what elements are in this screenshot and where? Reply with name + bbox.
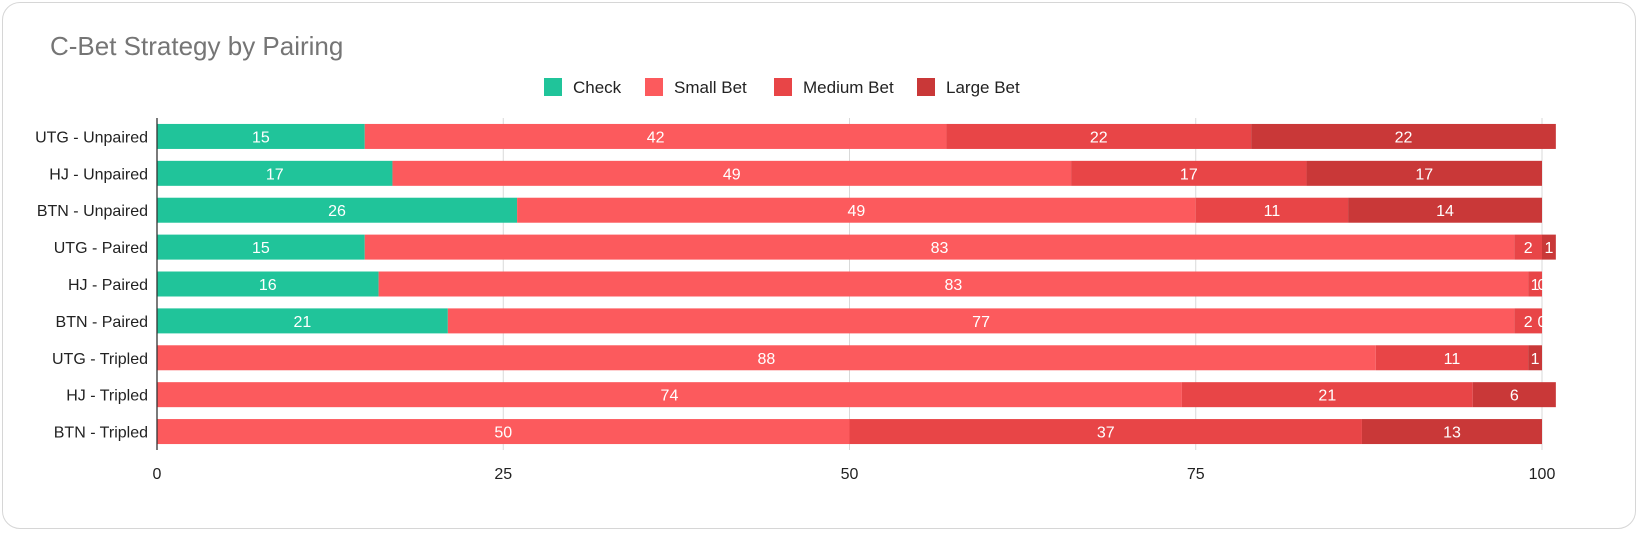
bar-segment-medium-bet: [1375, 345, 1529, 371]
bar-segment-small-bet: [157, 419, 850, 445]
bar-segment-check: [157, 234, 365, 260]
bar-segment-large-bet: [1361, 419, 1542, 445]
bar-label-small-bet: 88: [758, 351, 776, 368]
legend-label-medium-bet: Medium Bet: [803, 78, 894, 97]
bar-label-small-bet: 49: [848, 203, 866, 220]
bar-label-medium-bet: 22: [1090, 129, 1108, 146]
bar-label-check: 16: [259, 277, 277, 294]
bar-label-small-bet: 49: [723, 166, 741, 183]
bar-segment-small-bet: [364, 234, 1515, 260]
bar-segment-medium-bet: [1514, 308, 1542, 334]
bar-segment-medium-bet: [946, 123, 1252, 149]
category-label: BTN - Paired: [56, 314, 148, 331]
bar-label-medium-bet: 1: [1531, 277, 1540, 294]
bar-label-check: 26: [328, 203, 346, 220]
bar-label-large-bet: 17: [1415, 166, 1433, 183]
bar-segment-small-bet: [447, 308, 1515, 334]
bar-label-small-bet: 42: [647, 129, 665, 146]
bar-segment-check: [157, 308, 448, 334]
category-label: HJ - Tripled: [66, 388, 148, 405]
bar-segment-medium-bet: [1528, 271, 1542, 297]
x-tick-label: 75: [1187, 466, 1205, 483]
category-label: HJ - Paired: [68, 277, 148, 294]
bar-label-small-bet: 50: [494, 425, 512, 442]
bar-segment-medium-bet: [849, 419, 1362, 445]
bar-segment-check: [157, 197, 518, 223]
bar-segment-medium-bet: [1181, 382, 1473, 408]
bar-label-large-bet: 6: [1510, 388, 1519, 405]
category-label: BTN - Unpaired: [37, 203, 148, 220]
legend-swatch-large-bet: [917, 78, 935, 96]
category-label: UTG - Paired: [54, 240, 148, 257]
legend-swatch-small-bet: [645, 78, 663, 96]
bar-label-check: 21: [294, 314, 312, 331]
bar-label-medium-bet: 11: [1444, 351, 1461, 368]
bar-label-small-bet: 83: [931, 240, 949, 257]
bar-label-large-bet: 1: [1544, 240, 1553, 257]
bar-label-check: 15: [252, 240, 270, 257]
category-label: HJ - Unpaired: [49, 166, 148, 183]
bar-segment-small-bet: [378, 271, 1529, 297]
legend-label-small-bet: Small Bet: [674, 78, 747, 97]
bar-segment-small-bet: [517, 197, 1196, 223]
bar-segment-large-bet: [1472, 382, 1556, 408]
bar-segment-medium-bet: [1071, 160, 1307, 186]
bar-label-small-bet: 74: [661, 388, 679, 405]
chart-title: C-Bet Strategy by Pairing: [50, 31, 344, 61]
bar-label-large-bet: 0: [1538, 277, 1547, 294]
legend-label-large-bet: Large Bet: [946, 78, 1020, 97]
bar-label-medium-bet: 2: [1524, 240, 1533, 257]
bar-segment-small-bet: [392, 160, 1072, 186]
bar-label-large-bet: 22: [1395, 129, 1413, 146]
legend-swatch-medium-bet: [774, 78, 792, 96]
x-tick-label: 0: [153, 466, 162, 483]
bar-segment-check: [157, 160, 393, 186]
bar-label-check: 15: [252, 129, 270, 146]
bar-segment-check: [157, 271, 379, 297]
bar-segment-check: [157, 123, 365, 149]
legend-label-check: Check: [573, 78, 622, 97]
bar-label-medium-bet: 37: [1097, 425, 1115, 442]
bar-label-small-bet: 83: [944, 277, 962, 294]
x-tick-label: 25: [494, 466, 512, 483]
bar-segment-small-bet: [364, 123, 947, 149]
bar-label-large-bet: 14: [1436, 203, 1454, 220]
bar-label-large-bet: 0: [1538, 314, 1547, 331]
bar-segment-medium-bet: [1514, 234, 1542, 260]
bar-segment-large-bet: [1528, 345, 1542, 371]
bar-segment-medium-bet: [1195, 197, 1349, 223]
bar-segment-small-bet: [157, 382, 1182, 408]
bar-segment-large-bet: [1542, 234, 1556, 260]
bar-segment-large-bet: [1251, 123, 1556, 149]
bar-label-medium-bet: 21: [1318, 388, 1336, 405]
x-tick-label: 50: [841, 466, 859, 483]
bar-label-large-bet: 13: [1443, 425, 1461, 442]
category-label: UTG - Unpaired: [35, 129, 148, 146]
bar-label-large-bet: 1: [1531, 351, 1540, 368]
bar-segment-small-bet: [157, 345, 1376, 371]
category-label: UTG - Tripled: [52, 351, 148, 368]
bar-label-check: 17: [266, 166, 284, 183]
bar-segment-large-bet: [1306, 160, 1542, 186]
legend-swatch-check: [544, 78, 562, 96]
bar-label-medium-bet: 11: [1264, 203, 1281, 220]
bar-label-medium-bet: 17: [1180, 166, 1198, 183]
x-tick-label: 100: [1529, 466, 1556, 483]
category-label: BTN - Tripled: [54, 425, 148, 442]
bar-label-small-bet: 77: [972, 314, 990, 331]
bar-segment-large-bet: [1348, 197, 1542, 223]
bar-label-medium-bet: 2: [1524, 314, 1533, 331]
